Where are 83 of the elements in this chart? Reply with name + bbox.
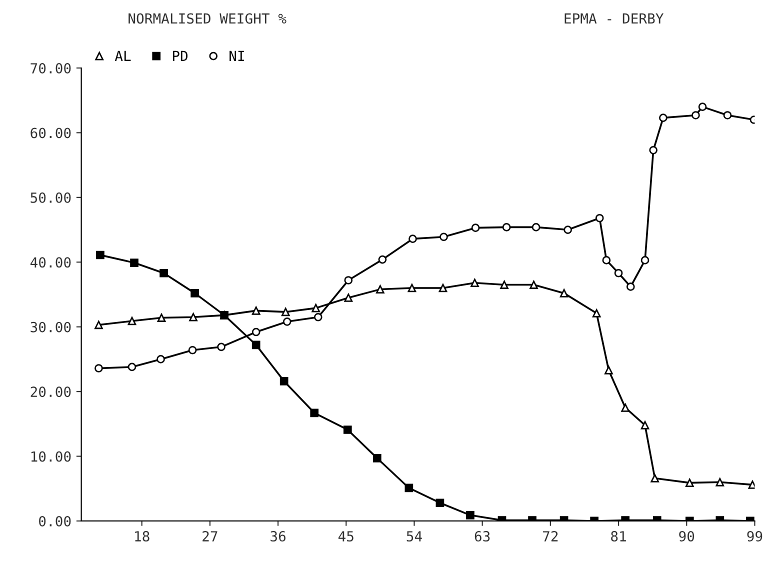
point [252, 328, 260, 336]
y-tick-label: 40.00 [30, 257, 71, 268]
point [314, 312, 322, 322]
point [723, 111, 732, 120]
point [188, 346, 197, 354]
y-tick-label: 0.00 [39, 516, 71, 526]
legend-label: NI [230, 50, 244, 61]
point [466, 510, 474, 520]
x-tick-label: 18 [135, 531, 150, 542]
point [189, 312, 198, 322]
x-tick-label: 90 [679, 531, 694, 542]
y-tick-label: 30.00 [30, 322, 71, 332]
point [344, 294, 353, 302]
point [128, 316, 136, 326]
y-tick-label: 10.00 [31, 451, 71, 462]
point [94, 320, 103, 330]
point [252, 340, 260, 350]
point [604, 366, 613, 374]
x-tick-label: 81 [611, 531, 626, 542]
point [530, 280, 538, 289]
point [282, 318, 292, 326]
point [626, 282, 635, 291]
point [96, 250, 104, 260]
point [471, 224, 480, 232]
point [343, 426, 352, 434]
point [440, 232, 448, 242]
legend-label: AL [114, 50, 131, 61]
x-tick-label: 27 [202, 531, 218, 542]
x-tick-label: 99 [747, 531, 762, 542]
point [500, 280, 508, 289]
point [614, 268, 623, 278]
point [640, 421, 650, 430]
point [217, 342, 226, 352]
point [640, 256, 650, 264]
point [659, 114, 668, 122]
point [716, 478, 724, 486]
point [404, 484, 414, 492]
x-tick-label: 36 [270, 531, 286, 542]
point [280, 377, 288, 386]
point [157, 314, 166, 322]
point [560, 289, 568, 298]
point [344, 276, 353, 284]
y-tick-label: 60.00 [30, 128, 71, 138]
point [310, 408, 319, 418]
y-tick-label: 50.00 [30, 192, 71, 203]
point [372, 454, 382, 462]
point [685, 478, 694, 487]
point [470, 278, 479, 288]
y-tick-label: 20.00 [30, 386, 71, 398]
y-tick-label: 70.00 [30, 63, 71, 74]
point [94, 364, 103, 372]
point [156, 355, 165, 364]
point [128, 362, 136, 372]
point [692, 111, 700, 120]
chart-subtitle: EPMA - DERBY [564, 13, 664, 24]
x-tick-label: 45 [338, 531, 354, 542]
point [252, 306, 260, 315]
x-tick-label: 63 [474, 531, 490, 542]
point [312, 304, 320, 312]
point [564, 226, 572, 234]
x-tick-label: 54 [406, 531, 422, 542]
point [190, 289, 199, 298]
point [621, 404, 630, 412]
legend-label: PD [172, 50, 188, 61]
point [436, 498, 444, 508]
point [649, 146, 658, 154]
point [532, 223, 540, 232]
point [602, 256, 611, 264]
point [376, 285, 384, 294]
point [650, 474, 660, 482]
point [408, 284, 416, 292]
x-tick-label: 72 [543, 531, 558, 542]
point [408, 234, 417, 244]
point [592, 309, 601, 318]
point [130, 258, 138, 267]
point [698, 102, 707, 111]
chart-title: NORMALISED WEIGHT % [128, 13, 286, 24]
point [502, 223, 511, 232]
point [595, 214, 604, 222]
point [281, 308, 290, 316]
point [378, 255, 387, 264]
point [438, 284, 448, 292]
point [160, 268, 168, 278]
